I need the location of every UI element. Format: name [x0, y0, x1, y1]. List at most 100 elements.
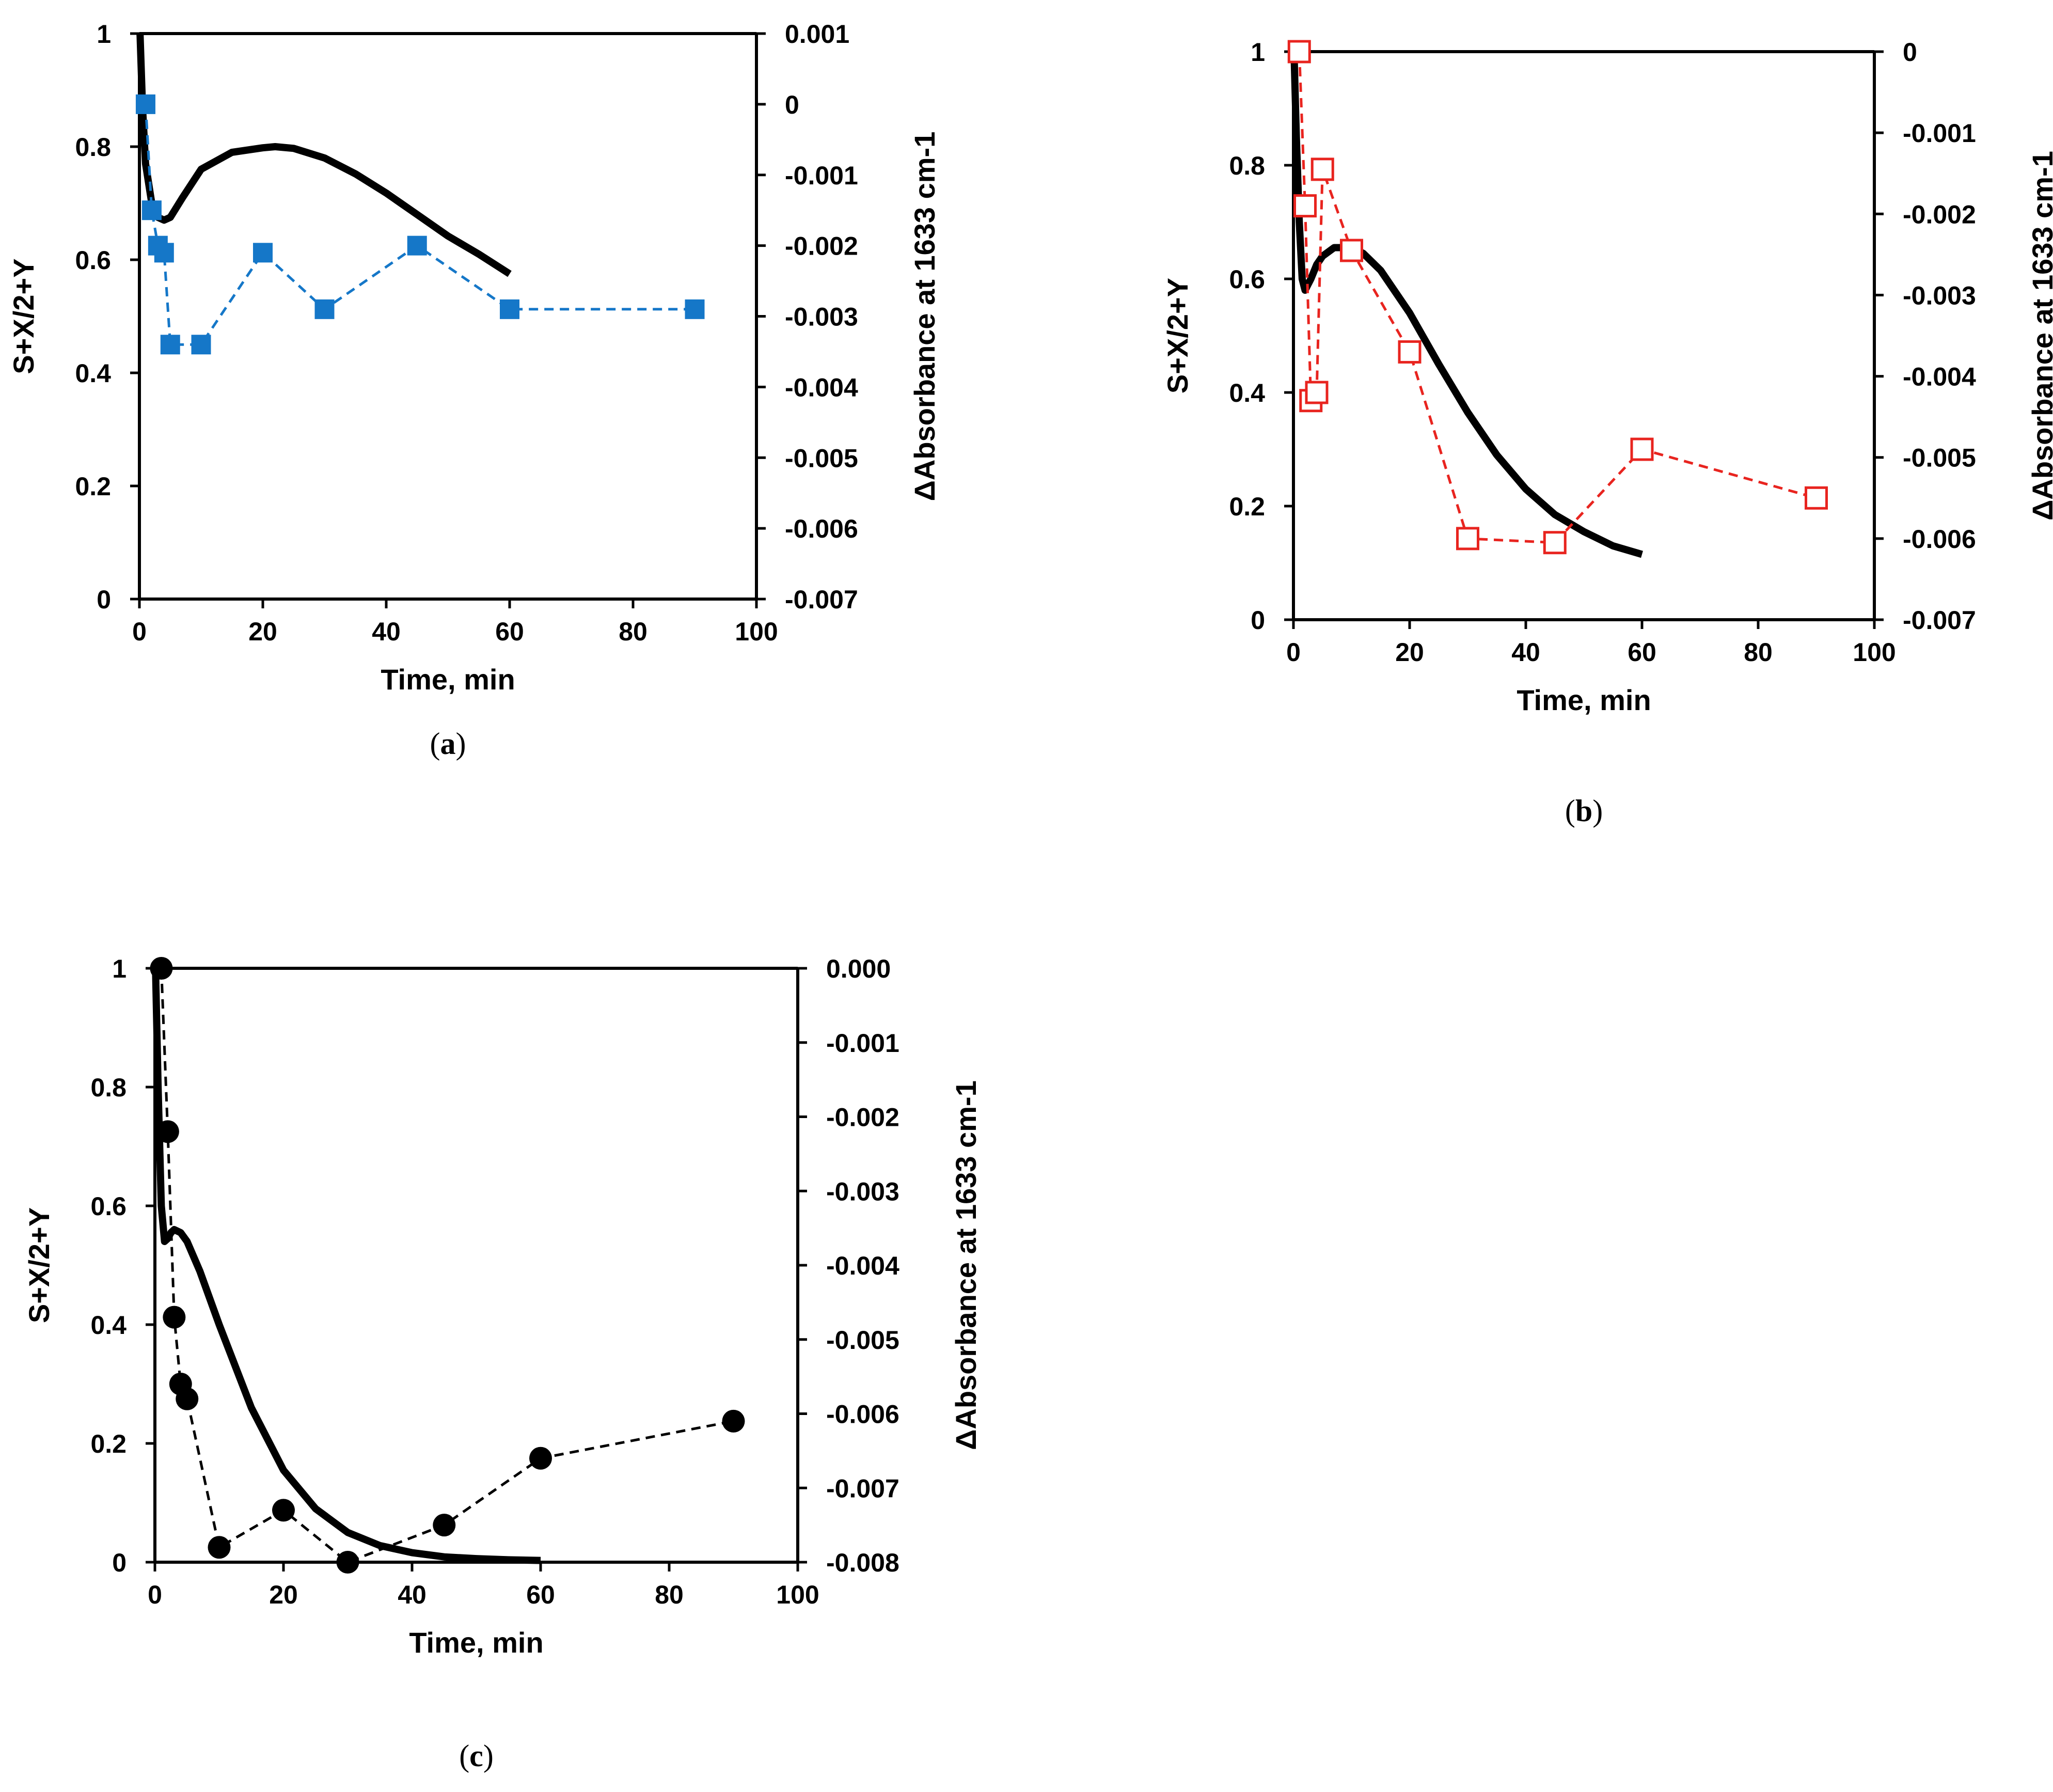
x-tick-label: 40 [372, 617, 401, 646]
y-tick-label: 1 [112, 954, 127, 983]
x-tick-label: 80 [655, 1580, 684, 1609]
y2-tick-label: -0.001 [826, 1029, 899, 1058]
y2-tick-label: -0.005 [826, 1326, 899, 1355]
data-point [722, 1409, 745, 1433]
panel-caption: (a) [430, 727, 466, 761]
x-tick-label: 60 [495, 617, 524, 646]
model-curve-c [152, 968, 541, 1564]
data-point [141, 200, 162, 221]
y-axis-title: S+X/2+Y [1161, 278, 1194, 394]
data-point [1305, 381, 1329, 404]
panel-caption: (c) [459, 1739, 494, 1773]
data-point [154, 243, 174, 263]
y2-tick-label: -0.005 [1903, 444, 1976, 473]
y-tick-label: 0.4 [1229, 379, 1265, 407]
measured-line-c [160, 968, 734, 1564]
data-point [685, 299, 705, 319]
caption-letter: b [1575, 794, 1592, 828]
y2-tick-label: 0.000 [826, 954, 891, 983]
caption-paren-open: ( [1565, 794, 1575, 828]
y-tick-label: 0.8 [90, 1073, 127, 1102]
x-tick-label: 20 [269, 1580, 298, 1609]
y-axis-title: S+X/2+Y [23, 1207, 55, 1323]
y2-tick-label: -0.006 [1903, 525, 1976, 554]
x-tick-label: 0 [132, 617, 147, 646]
y-tick-label: 0.2 [75, 472, 111, 501]
x-tick-label: 60 [526, 1580, 555, 1609]
caption-paren-open: ( [459, 1739, 469, 1773]
y-tick-label: 0.2 [90, 1429, 127, 1458]
y2-tick-label: -0.007 [785, 585, 858, 614]
y2-tick-label: -0.003 [826, 1177, 899, 1206]
y2-tick-label: -0.004 [826, 1251, 899, 1280]
data-point [1543, 531, 1567, 555]
data-point [163, 1306, 186, 1329]
y-tick-label: 0 [112, 1548, 127, 1577]
x-tick-label: 40 [1511, 638, 1540, 667]
x-axis-title: Time, min [409, 1626, 543, 1659]
y2-tick-label: 0 [785, 90, 799, 119]
y2-tick-label: -0.003 [1903, 281, 1976, 310]
y2-tick-label: -0.006 [785, 514, 858, 543]
data-point [156, 1120, 179, 1143]
data-point [433, 1514, 456, 1537]
data-point [314, 299, 335, 319]
y-tick-label: 0.4 [90, 1311, 127, 1340]
x-tick-label: 100 [1853, 638, 1896, 667]
x-tick-label: 20 [1395, 638, 1424, 667]
y2-tick-label: -0.002 [826, 1103, 899, 1132]
data-point [336, 1551, 359, 1574]
data-point [529, 1447, 552, 1470]
y2-tick-label: -0.001 [1903, 119, 1976, 148]
x-axis-title: Time, min [381, 663, 515, 696]
measured-line-a [144, 104, 695, 346]
x-tick-label: 100 [776, 1580, 819, 1609]
y2-axis-title: ΔAbsorbance at 1633 cm-1 [2026, 151, 2053, 521]
y2-tick-label: -0.001 [785, 161, 858, 190]
y-axis-title: S+X/2+Y [7, 258, 40, 374]
y2-tick-label: -0.007 [1903, 606, 1976, 635]
data-point [135, 94, 155, 114]
x-tick-label: 0 [148, 1580, 162, 1609]
y-tick-label: 0.6 [1229, 265, 1265, 294]
y-tick-label: 0 [97, 585, 111, 614]
y2-tick-label: -0.002 [1903, 200, 1976, 229]
y-tick-label: 0.6 [90, 1192, 127, 1221]
data-point [1287, 40, 1311, 64]
data-point [1340, 239, 1363, 262]
y2-axis-title: ΔAbsorbance at 1633 cm-1 [908, 132, 941, 501]
y-tick-label: 1 [97, 20, 111, 49]
data-point [1805, 486, 1828, 510]
chart-panel-a: 0 20 40 60 80 100 0 0.2 0.4 0.6 0.8 1 -0.007 -0.006 -0… [7, 20, 941, 761]
chart-panel-c: 0 20 40 60 80 100 0 0.2 0.4 0.6 0.8 1 -0.008 -0.007 -0… [23, 954, 982, 1773]
x-tick-label: 40 [398, 1580, 427, 1609]
x-tick-label: 0 [1286, 638, 1301, 667]
caption-paren-close: ) [483, 1739, 494, 1773]
y2-tick-label: -0.005 [785, 444, 858, 473]
x-tick-label: 20 [248, 617, 277, 646]
y2-tick-label: -0.003 [785, 303, 858, 332]
data-point [1293, 194, 1317, 218]
data-point [191, 335, 211, 355]
model-curve-a [136, 33, 512, 277]
x-axis-title: Time, min [1517, 684, 1651, 716]
y-tick-label: 0 [1251, 606, 1265, 635]
x-tick-label: 80 [1744, 638, 1773, 667]
y2-tick-label: -0.008 [826, 1548, 899, 1577]
x-tick-label: 80 [619, 617, 648, 646]
data-point [407, 235, 427, 256]
caption-paren-open: ( [430, 727, 440, 761]
y-tick-label: 0.4 [75, 359, 111, 388]
y2-tick-label: -0.004 [785, 373, 858, 402]
data-point [150, 957, 173, 980]
y2-tick-label: -0.006 [826, 1400, 899, 1429]
y2-tick-label: -0.004 [1903, 363, 1976, 391]
data-point [176, 1387, 199, 1410]
caption-letter: a [440, 727, 456, 761]
y-tick-label: 1 [1251, 38, 1265, 67]
x-tick-label: 60 [1628, 638, 1656, 667]
data-point [1398, 340, 1422, 364]
data-point [1310, 158, 1334, 181]
y2-tick-label: 0 [1903, 38, 1917, 67]
caption-paren-close: ) [1592, 794, 1603, 828]
